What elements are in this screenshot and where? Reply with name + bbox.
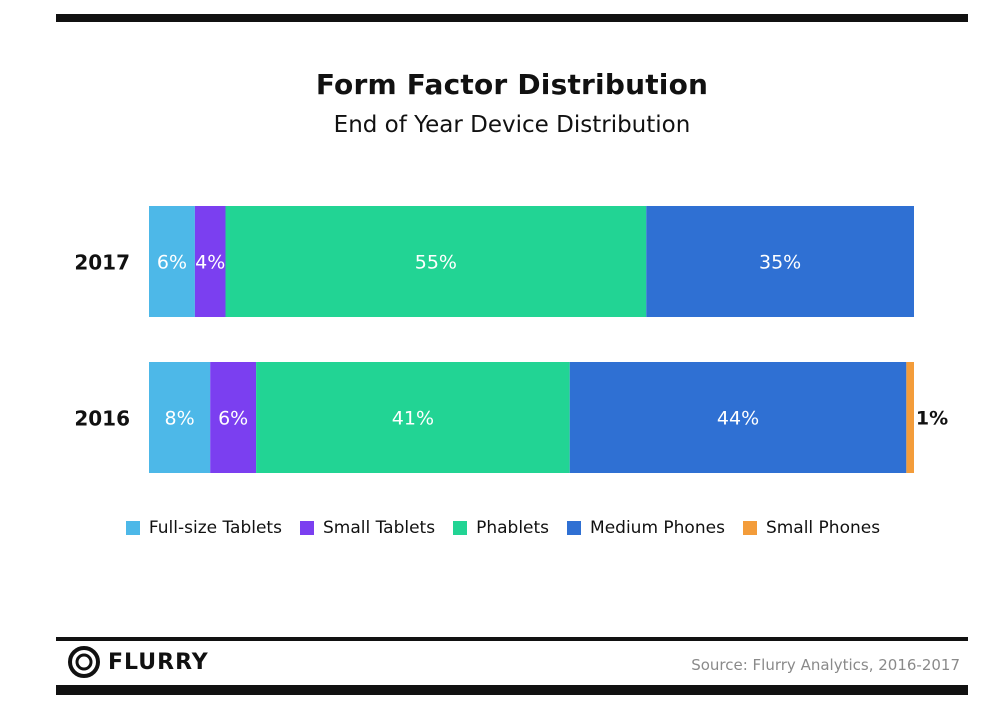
legend-label: Phablets (476, 518, 550, 538)
footer-top-rule (56, 637, 968, 641)
data-label-2016-small-tablets: 6% (218, 408, 248, 430)
data-label-2017-phablets: 55% (415, 252, 457, 274)
data-label-2017-small-tablets: 4% (195, 252, 225, 274)
legend-label: Small Tablets (322, 518, 436, 538)
bar-segment-2016-medium-phones (569, 362, 907, 473)
bottom-border (56, 685, 968, 695)
chart-legend: Full-size Tablets Small Tablets Phablets Me… (0, 518, 992, 538)
top-border (56, 14, 968, 22)
legend-swatch (567, 521, 582, 535)
chart-subtitle: End of Year Device Distribution (333, 112, 691, 138)
data-label-2017-medium-phones: 35% (759, 252, 801, 274)
legend-label: Small Phones (765, 518, 881, 538)
bar-segment-2017-small-tablets (194, 206, 226, 317)
bar-segment-2016-full-size-tablets (149, 362, 211, 473)
legend-label: Medium Phones (590, 518, 725, 538)
chart-title: Form Factor Distribution (315, 68, 709, 101)
bar-segment-2016-small-phones (906, 362, 914, 473)
bar-segment-2017-full-size-tablets (149, 206, 195, 317)
data-label-2017-full-size-tablets: 6% (157, 252, 187, 274)
bar-segment-2016-phablets (256, 362, 570, 473)
data-label-2016-full-size-tablets: 8% (165, 408, 195, 430)
legend-swatch (125, 521, 140, 535)
legend-item-medium-phones: Medium Phones (567, 518, 725, 538)
data-label-2016-small-phones: 1% (916, 408, 948, 430)
legend-item-small-tablets: Small Tablets (299, 518, 436, 538)
source-note: Source: Flurry Analytics, 2016-2017 (691, 656, 960, 674)
bar-segment-2017-medium-phones (646, 206, 914, 317)
legend-swatch (453, 521, 468, 535)
category-label-2016: 2016 (74, 407, 130, 431)
data-label-2016-phablets: 41% (392, 408, 434, 430)
data-label-2016-medium-phones: 44% (717, 408, 759, 430)
flurry-logo-icon (68, 646, 100, 678)
brand-logo: FLURRY (68, 646, 209, 678)
legend-item-full-size-tablets: Full-size Tablets (125, 518, 282, 538)
category-label-2017: 2017 (74, 251, 130, 275)
bar-segment-2017-phablets (225, 206, 647, 317)
legend-item-phablets: Phablets (453, 518, 549, 538)
legend-item-small-phones: Small Phones (742, 518, 881, 538)
legend-swatch (742, 521, 757, 535)
bar-segment-2016-small-tablets (210, 362, 257, 473)
legend-swatch (299, 521, 314, 535)
brand-name: FLURRY (108, 649, 209, 675)
legend-label: Full-size Tablets (148, 518, 282, 538)
